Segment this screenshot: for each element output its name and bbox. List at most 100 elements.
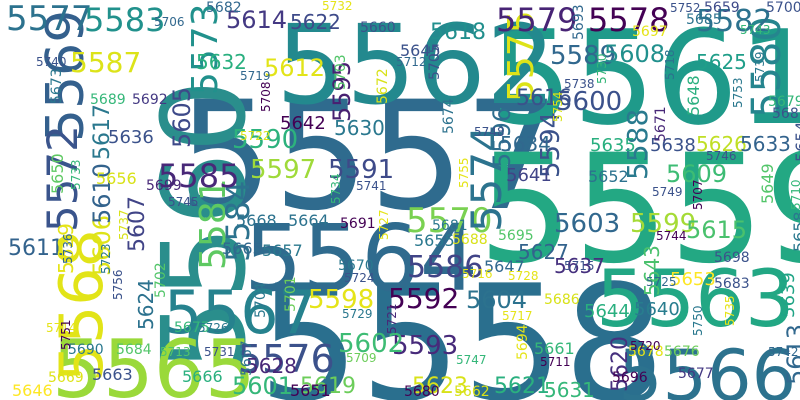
word-5745: 5745 bbox=[168, 195, 199, 210]
word-5626: 5626 bbox=[696, 131, 747, 156]
word-5614: 5614 bbox=[226, 6, 288, 35]
word-5746: 5746 bbox=[706, 149, 737, 164]
word-5587: 5587 bbox=[70, 46, 142, 80]
word-5576: 5576 bbox=[238, 336, 335, 381]
word-5705: 5705 bbox=[427, 44, 443, 80]
word-5663: 5663 bbox=[92, 364, 133, 384]
word-5713: 5713 bbox=[160, 345, 191, 360]
word-5658: 5658 bbox=[790, 211, 800, 252]
word-5675: 5675 bbox=[174, 319, 210, 336]
word-5638: 5638 bbox=[650, 135, 696, 157]
word-5712: 5712 bbox=[396, 55, 427, 70]
word-5654: 5654 bbox=[792, 121, 800, 162]
word-5711: 5711 bbox=[540, 355, 571, 370]
word-5608: 5608 bbox=[604, 40, 666, 69]
word-5750: 5750 bbox=[691, 305, 705, 336]
word-5749: 5749 bbox=[652, 185, 683, 200]
word-5619: 5619 bbox=[300, 373, 356, 399]
word-5733: 5733 bbox=[69, 159, 83, 190]
word-5741: 5741 bbox=[356, 179, 387, 194]
word-5636: 5636 bbox=[108, 127, 154, 149]
word-5734: 5734 bbox=[329, 173, 343, 204]
word-5603: 5603 bbox=[554, 208, 621, 239]
word-5666: 5666 bbox=[182, 366, 223, 386]
word-5639: 5639 bbox=[778, 272, 799, 318]
word-5662: 5662 bbox=[454, 383, 490, 400]
word-5651: 5651 bbox=[290, 380, 331, 400]
word-5697: 5697 bbox=[632, 23, 668, 40]
word-5685: 5685 bbox=[686, 11, 722, 28]
word-5742: 5742 bbox=[768, 345, 799, 360]
word-5755: 5755 bbox=[457, 157, 471, 188]
word-5558: 5558 bbox=[258, 249, 666, 400]
word-5743: 5743 bbox=[740, 23, 771, 38]
word-5698: 5698 bbox=[714, 249, 750, 266]
word-5691: 5691 bbox=[340, 215, 376, 232]
word-5590: 5590 bbox=[232, 124, 299, 155]
word-5688: 5688 bbox=[452, 231, 488, 248]
word-5561: 5561 bbox=[490, 2, 800, 155]
word-5645: 5645 bbox=[400, 40, 441, 60]
word-5699: 5699 bbox=[146, 177, 182, 194]
word-5599: 5599 bbox=[630, 208, 697, 239]
word-5715: 5715 bbox=[564, 259, 595, 274]
word-5628: 5628 bbox=[246, 353, 297, 378]
word-5627: 5627 bbox=[518, 239, 569, 264]
word-5591: 5591 bbox=[328, 154, 395, 185]
word-5753: 5753 bbox=[731, 77, 745, 108]
word-5564: 5564 bbox=[244, 204, 479, 312]
word-5615: 5615 bbox=[686, 216, 748, 245]
word-5736: 5736 bbox=[61, 233, 75, 264]
word-5677: 5677 bbox=[678, 365, 714, 382]
word-5593: 5593 bbox=[392, 330, 459, 361]
word-5681: 5681 bbox=[432, 217, 468, 234]
word-5622: 5622 bbox=[290, 9, 341, 34]
word-5653: 5653 bbox=[670, 269, 716, 291]
word-5683: 5683 bbox=[714, 275, 750, 292]
word-5748: 5748 bbox=[474, 125, 505, 140]
word-5701: 5701 bbox=[283, 276, 299, 312]
word-5756: 5756 bbox=[111, 269, 125, 300]
word-5604: 5604 bbox=[466, 286, 528, 315]
word-5623: 5623 bbox=[412, 373, 468, 399]
word-5557: 5557 bbox=[178, 70, 560, 244]
word-5679: 5679 bbox=[768, 93, 800, 110]
word-5724: 5724 bbox=[344, 271, 375, 286]
word-5625: 5625 bbox=[696, 49, 747, 74]
word-5632: 5632 bbox=[196, 49, 247, 74]
word-5665: 5665 bbox=[222, 238, 263, 258]
word-5640: 5640 bbox=[634, 299, 680, 321]
word-5562: 5562 bbox=[276, 0, 556, 129]
word-5566: 5566 bbox=[618, 334, 797, 400]
word-5657: 5657 bbox=[262, 240, 303, 260]
word-5589: 5589 bbox=[550, 40, 617, 71]
word-5690: 5690 bbox=[68, 341, 104, 358]
word-5667: 5667 bbox=[239, 340, 255, 376]
word-5737: 5737 bbox=[117, 209, 131, 240]
word-5611: 5611 bbox=[8, 235, 64, 261]
word-5592: 5592 bbox=[388, 282, 460, 316]
word-5633: 5633 bbox=[740, 131, 791, 156]
word-5752: 5752 bbox=[670, 1, 701, 16]
word-5656: 5656 bbox=[96, 168, 137, 188]
word-5744: 5744 bbox=[656, 229, 687, 244]
word-5634: 5634 bbox=[500, 131, 551, 156]
word-5577: 5577 bbox=[6, 0, 93, 40]
word-5704: 5704 bbox=[253, 282, 269, 318]
word-5694: 5694 bbox=[515, 324, 531, 360]
word-5670: 5670 bbox=[338, 257, 374, 274]
word-5586: 5586 bbox=[407, 250, 484, 286]
word-5563: 5563 bbox=[596, 255, 795, 346]
word-5740: 5740 bbox=[36, 55, 67, 70]
word-5621: 5621 bbox=[494, 373, 550, 399]
word-5682: 5682 bbox=[206, 0, 242, 16]
word-5729: 5729 bbox=[342, 307, 373, 322]
word-5676: 5676 bbox=[664, 343, 700, 360]
word-5692: 5692 bbox=[132, 91, 168, 108]
word-5710: 5710 bbox=[789, 179, 800, 210]
word-5684: 5684 bbox=[116, 341, 152, 358]
word-5630: 5630 bbox=[334, 115, 385, 140]
word-5719: 5719 bbox=[240, 69, 271, 84]
